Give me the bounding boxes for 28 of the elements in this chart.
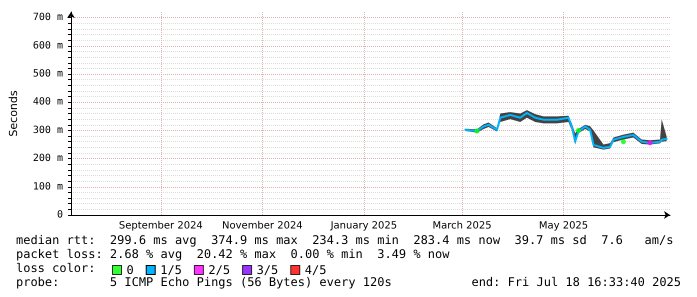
y-tick-label: 700 m (32, 12, 63, 24)
point (648, 140, 653, 146)
legend-label: 4/5 (304, 263, 326, 277)
text: median rtt: 299.6 ms avg 374.9 ms max 234.3 ms min 283.4 ms now 39.7 ms sd 7.6 am/s (16, 233, 674, 247)
legend-label: 2/5 (208, 263, 230, 277)
point (620, 139, 626, 144)
y-tick-label: 100 m (32, 181, 63, 192)
y-axis-title: Seconds (7, 90, 20, 137)
y-tick-label: 500 m (32, 68, 63, 80)
legend-label: 3/5 (256, 263, 278, 277)
legend-label: 0 (126, 263, 134, 277)
x-tick-label: March 2025 (432, 220, 492, 232)
legend-label: 1/5 (160, 263, 182, 277)
y-tick-label: 400 m (32, 96, 63, 108)
y-tick-label: 300 m (32, 124, 63, 136)
x-tick-label: May 2025 (538, 220, 588, 232)
text: end: Fri Jul 18 16:33:40 2025 (471, 275, 681, 289)
x-tick-label: November 2024 (222, 220, 303, 232)
text: packet loss: 2.68 % avg 20.42 % max 0.00 % min 3.49 % now (16, 247, 450, 261)
text: probe: 5 ICMP Echo Pings (56 Bytes) every 120s (16, 275, 392, 289)
y-tick-label: 200 m (32, 153, 63, 164)
legend-title: loss color: (16, 261, 96, 275)
y-tick-label: 0 (56, 210, 63, 220)
y-tick-label: 600 m (32, 40, 63, 52)
point (576, 128, 581, 133)
x-tick-label: January 2025 (330, 220, 398, 232)
point (474, 128, 480, 134)
x-tick-label: September 2024 (118, 220, 203, 232)
